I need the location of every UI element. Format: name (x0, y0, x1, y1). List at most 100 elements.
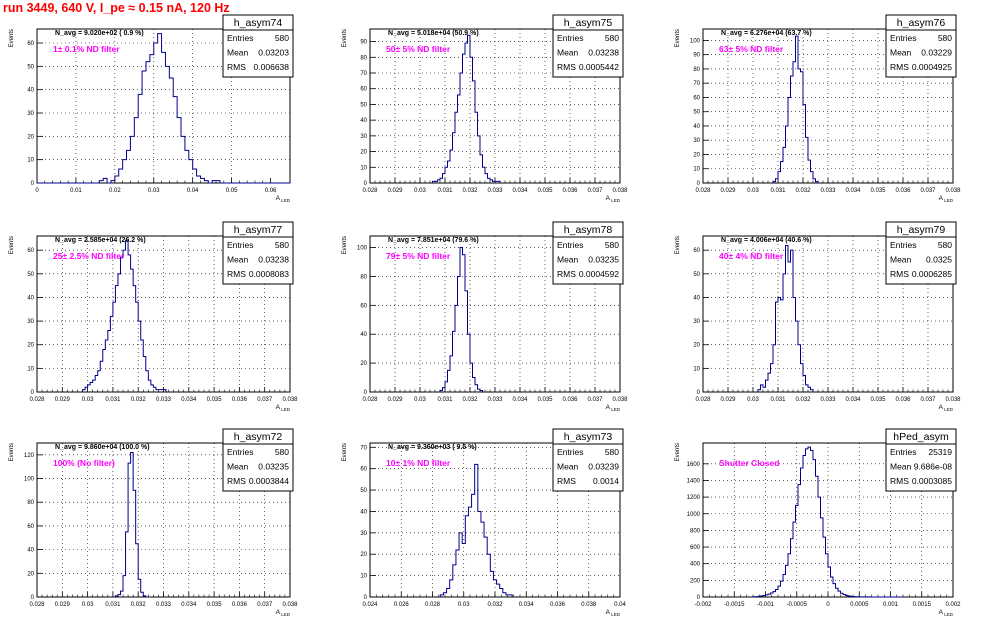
stats-mean-label: Mean (557, 255, 579, 265)
y-axis-label: Events (675, 29, 681, 47)
histogram-name: h_asym74 (234, 17, 283, 29)
x-axis-label: A LED (939, 609, 954, 617)
x-tick-label: 0.038 (945, 188, 961, 194)
histogram-series-line (439, 247, 483, 392)
x-tick-label: 0.036 (550, 602, 566, 608)
stats-mean-label: Mean (227, 48, 249, 58)
y-tick-label: 30 (693, 319, 700, 325)
x-tick-label: 0.036 (895, 188, 911, 194)
x-tick-label: 0.038 (945, 397, 961, 403)
stats-mean-value: 0.03235 (588, 255, 619, 265)
x-tick-label: 0 (826, 602, 830, 608)
stats-rms-value: 0.006638 (254, 62, 290, 72)
x-tick-label: 0.028 (695, 188, 711, 194)
histogram-panel-h_asym74: 0 0.01 0.02 0.03 0.04 0.05 0.06 0 10 20 30 40 50 60 Ev… (9, 14, 294, 203)
x-tick-label: 0.037 (257, 397, 273, 403)
x-tick-label: 0.038 (282, 602, 298, 608)
stats-entries-value: 580 (938, 240, 952, 250)
y-tick-label: 70 (693, 81, 700, 87)
stats-box (552, 221, 624, 285)
y-tick-label: 40 (360, 332, 367, 338)
x-tick-label: 0.024 (362, 602, 378, 608)
histogram-name: h_asym72 (234, 431, 283, 443)
x-tick-label: 0.034 (845, 188, 861, 194)
stats-entries-value: 580 (605, 33, 619, 43)
x-tick-label: 0.033 (487, 188, 503, 194)
histogram-panel-hPed_asym: -0.002 -0.0015 -0.001 -0.0005 0 0.0005 0.001 0.… (675, 428, 961, 617)
x-tick-label: 0.033 (487, 397, 503, 403)
x-tick-label: 0.031 (105, 602, 121, 608)
x-tick-label: 0.031 (437, 397, 453, 403)
y-tick-label: 0 (697, 390, 701, 396)
x-axis-label: A LED (276, 195, 291, 203)
x-axis-label: A LED (276, 404, 291, 412)
x-tick-label: 0.035 (870, 188, 886, 194)
x-tick-label: 0.033 (156, 602, 172, 608)
stats-rms-label: RMS (890, 62, 909, 72)
y-axis-label: Events (675, 236, 681, 254)
histogram-name: h_asym79 (897, 224, 946, 236)
y-tick-label: 70 (360, 71, 367, 77)
n-avg-label: N_avg = 2.585e+04 (26.2 %) (55, 237, 146, 244)
x-tick-label: 0.029 (720, 397, 736, 403)
filter-annotation: 1± 0.1% ND filter (53, 44, 120, 54)
x-tick-label: 0.036 (562, 188, 578, 194)
y-axis-label: Events (675, 443, 681, 461)
x-tick-label: 0.04 (614, 602, 626, 608)
y-tick-label: 30 (27, 319, 34, 325)
y-tick-label: 20 (27, 134, 34, 140)
stats-mean-value: 0.03238 (258, 255, 289, 265)
stats-entries-label: Entries (890, 240, 916, 250)
x-axis-label: A LED (276, 609, 291, 617)
x-tick-label: 0.037 (587, 188, 603, 194)
y-tick-label: 1200 (687, 495, 701, 501)
y-tick-label: 100 (357, 246, 368, 252)
stats-entries-label: Entries (890, 33, 916, 43)
histogram-name: h_asym73 (564, 431, 613, 443)
n-avg-label: N_avg = 7.851e+04 (79.6 %) (388, 237, 479, 244)
stats-entries-value: 580 (275, 33, 289, 43)
stats-rms-label: RMS (227, 476, 246, 486)
stats-entries-label: Entries (557, 33, 583, 43)
y-tick-label: 40 (27, 88, 34, 94)
y-tick-label: 50 (360, 102, 367, 108)
y-tick-label: 400 (690, 562, 701, 568)
stats-rms-label: RMS (557, 269, 576, 279)
filter-annotation: 63± 5% ND filter (719, 44, 784, 54)
y-tick-label: 30 (693, 138, 700, 144)
y-tick-label: 0 (31, 595, 35, 601)
stats-box (885, 428, 957, 492)
y-tick-label: 50 (27, 64, 34, 70)
y-tick-label: 1600 (687, 462, 701, 468)
x-tick-label: 0.03 (458, 602, 470, 608)
x-tick-label: 0.034 (181, 602, 197, 608)
stats-rms-value: 0.0003844 (249, 476, 289, 486)
stats-entries-label: Entries (227, 240, 253, 250)
x-tick-label: 0.03 (747, 397, 759, 403)
histogram-name: h_asym75 (564, 17, 613, 29)
x-tick-label: -0.0015 (724, 602, 745, 608)
y-tick-label: 10 (27, 366, 34, 372)
y-tick-label: 120 (24, 453, 35, 459)
stats-rms-value: 0.0004592 (579, 269, 619, 279)
x-tick-label: 0.034 (845, 397, 861, 403)
y-axis-label: Events (9, 443, 15, 461)
x-tick-label: 0.035 (870, 397, 886, 403)
x-tick-label: -0.002 (694, 602, 712, 608)
x-axis-label: A LED (939, 195, 954, 203)
x-tick-label: 0.029 (55, 397, 71, 403)
x-tick-label: 0.031 (770, 188, 786, 194)
y-tick-label: 0 (31, 390, 35, 396)
histogram-series-line (82, 240, 167, 392)
stats-mean-label: Mean (557, 48, 579, 58)
stats-mean-value: 0.03229 (921, 48, 952, 58)
x-tick-label: 0.034 (512, 188, 528, 194)
n-avg-label: N_avg = 9.020e+02 ( 0.9 %) (55, 30, 144, 37)
stats-mean-label: Mean (227, 255, 249, 265)
stats-box (552, 428, 624, 492)
histogram-panel-h_asym78: 0.028 0.029 0.03 0.031 0.032 0.033 0.034 0.035 0… (342, 221, 628, 412)
filter-annotation: 25± 2.5% ND filter (53, 251, 125, 261)
stats-rms-label: RMS (227, 62, 246, 72)
x-tick-label: 0.035 (537, 397, 553, 403)
stats-mean-label: Mean (557, 462, 579, 472)
